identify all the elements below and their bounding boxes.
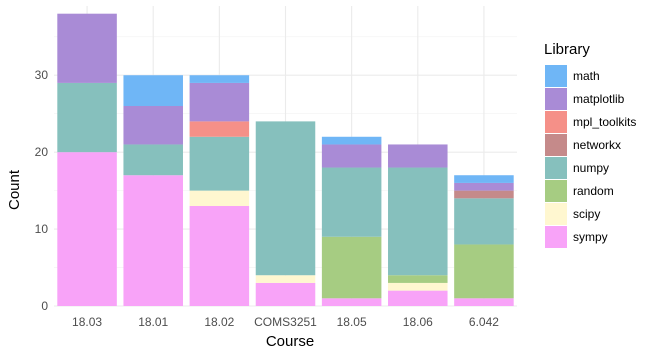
bars: [57, 13, 514, 306]
bar-segment-numpy-18-05: [321, 167, 382, 237]
x-tick-label: 6.042: [469, 315, 499, 329]
legend-key-scipy: [545, 203, 567, 225]
x-tick-label: 18.02: [204, 315, 234, 329]
legend-key-matplotlib: [545, 88, 567, 110]
bar-segment-matplotlib-18-03: [57, 13, 117, 83]
bar-segment-numpy-18-03: [57, 82, 117, 153]
bar-segment-scipy-COMS3251: [255, 275, 316, 283]
bar-segment-sympy-18-02: [189, 206, 250, 306]
bar-segment-networkx-6-042: [454, 190, 514, 199]
bar-segment-math-18-05: [321, 136, 382, 145]
y-axis-ticks: 0 10 20 30: [35, 68, 49, 313]
legend-label-matplotlib: matplotlib: [573, 92, 625, 106]
legend-label-math: math: [573, 69, 600, 83]
y-tick-label: 0: [41, 299, 48, 313]
legend-key-numpy: [545, 157, 567, 179]
bar-segment-matplotlib-18-06: [388, 144, 448, 168]
bar-segment-math-6-042: [454, 175, 514, 183]
bar-segment-math-18-01: [123, 75, 183, 106]
bar-segment-numpy-18-02: [189, 136, 250, 191]
bar-segment-scipy-18-02: [189, 190, 250, 206]
legend-key-networkx: [545, 134, 567, 156]
bar-segment-random-18-06: [388, 275, 448, 283]
bar-segment-sympy-COMS3251: [255, 282, 316, 306]
x-tick-label: 18.06: [403, 315, 433, 329]
bar-segment-sympy-18-05: [321, 298, 382, 306]
bar-segment-sympy-18-06: [388, 290, 448, 306]
legend-label-random: random: [573, 184, 614, 198]
x-axis-title: Course: [266, 333, 314, 350]
x-tick-label: 18.05: [337, 315, 367, 329]
legend-label-scipy: scipy: [573, 207, 600, 221]
y-axis-title: Count: [6, 169, 23, 210]
bar-segment-random-6-042: [454, 244, 514, 299]
bar-segment-matplotlib-6-042: [454, 182, 514, 191]
y-tick-label: 30: [35, 68, 49, 82]
y-tick-label: 10: [35, 222, 49, 236]
bar-segment-matplotlib-18-02: [189, 82, 250, 122]
bar-segment-math-18-02: [189, 75, 250, 83]
legend-key-mpl_toolkits: [545, 111, 567, 133]
x-tick-label: 18.01: [138, 315, 168, 329]
bar-segment-matplotlib-18-05: [321, 144, 382, 168]
legend-key-math: [545, 65, 567, 87]
x-axis-ticks: 18.03 18.01 18.02 COMS3251 18.05 18.06 6.042: [72, 315, 499, 329]
x-tick-label: COMS3251: [254, 315, 317, 329]
legend-label-sympy: sympy: [573, 230, 608, 244]
bar-segment-mpl_toolkits-18-02: [189, 121, 250, 137]
bar-segment-sympy-6-042: [454, 298, 514, 306]
y-tick-label: 20: [35, 145, 49, 159]
legend-label-mpl_toolkits: mpl_toolkits: [573, 115, 636, 129]
bar-segment-numpy-COMS3251: [255, 121, 316, 276]
bar-segment-sympy-18-01: [123, 175, 183, 306]
bar-segment-numpy-18-01: [123, 144, 183, 176]
legend-label-numpy: numpy: [573, 161, 609, 175]
bar-segment-scipy-18-06: [388, 282, 448, 291]
bar-segment-numpy-18-06: [388, 167, 448, 276]
bar-segment-numpy-6-042: [454, 198, 514, 245]
legend-key-random: [545, 180, 567, 202]
legend: Library math matplotlib mpl_toolkitsnetwor…: [544, 41, 636, 248]
legend-key-sympy: [545, 226, 567, 248]
bar-segment-matplotlib-18-01: [123, 106, 183, 145]
legend-label-networkx: networkx: [573, 138, 621, 152]
bar-segment-random-18-05: [321, 236, 382, 299]
x-tick-label: 18.03: [72, 315, 102, 329]
legend-title: Library: [544, 41, 590, 58]
bar-segment-sympy-18-03: [57, 152, 117, 306]
